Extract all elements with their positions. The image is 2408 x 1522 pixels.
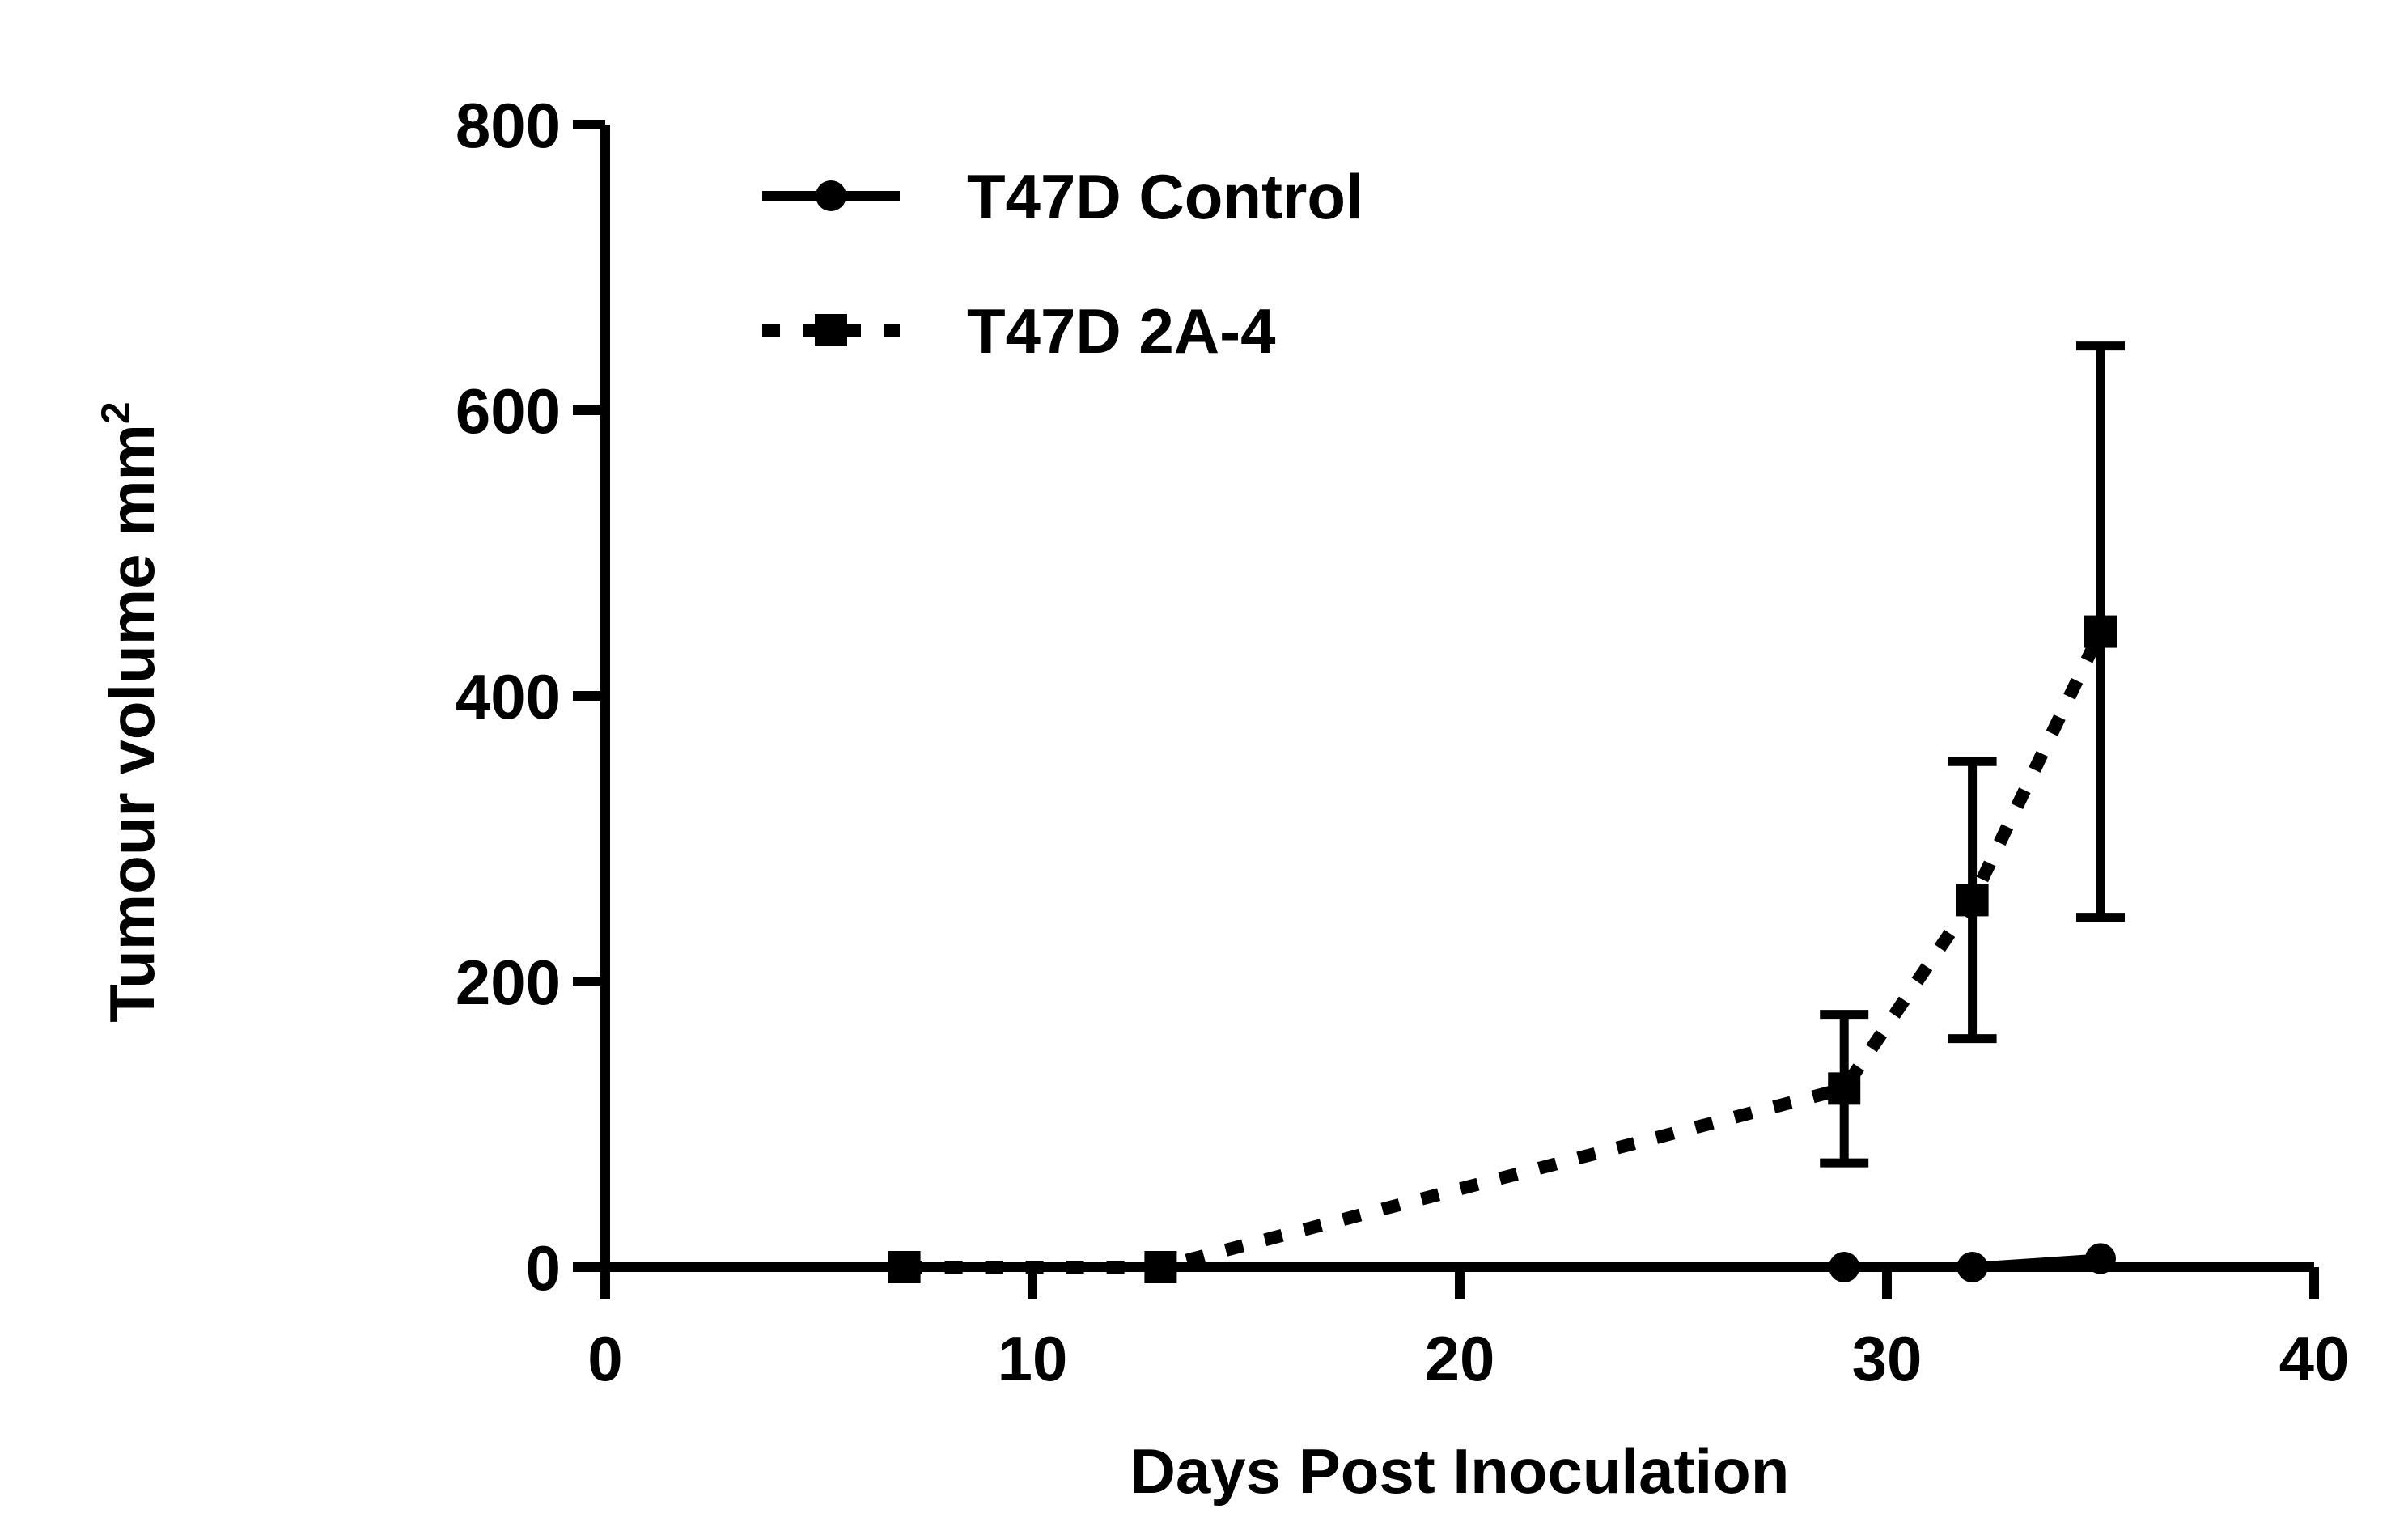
y-axis-title-superscript: 2 bbox=[93, 401, 138, 424]
legend: T47D Control T47D 2A-4 bbox=[762, 161, 1363, 367]
y-tick-label: 600 bbox=[456, 375, 561, 447]
legend-point bbox=[816, 180, 846, 211]
legend-label: T47D Control bbox=[967, 161, 1363, 232]
series-1-point bbox=[1956, 884, 1989, 917]
y-tick-label: 400 bbox=[456, 661, 561, 732]
series-line bbox=[904, 629, 2107, 1274]
x-tick-label: 30 bbox=[1852, 1323, 1923, 1394]
series-layer bbox=[888, 341, 2125, 1283]
x-tick-label: 40 bbox=[2279, 1323, 2350, 1394]
x-tick-label: 10 bbox=[998, 1323, 1068, 1394]
y-axis-title: Tumour volume mm2 bbox=[93, 401, 167, 1022]
y-tick-label: 800 bbox=[456, 90, 561, 161]
series-1-point bbox=[2084, 615, 2117, 648]
series-1 bbox=[888, 341, 2125, 1283]
x-tick-label: 20 bbox=[1425, 1323, 1495, 1394]
legend-label: T47D 2A-4 bbox=[967, 295, 1275, 367]
series-1-point bbox=[888, 1251, 921, 1283]
x-tick-label: 0 bbox=[587, 1323, 622, 1394]
axes bbox=[600, 125, 2314, 1272]
series-0-point bbox=[2085, 1243, 2116, 1274]
legend-point bbox=[815, 314, 847, 346]
x-axis-title: Days Post Inoculation bbox=[1130, 1435, 1790, 1507]
y-axis-title-main: Tumour volume mm bbox=[96, 424, 167, 1023]
series-0-point bbox=[1829, 1252, 1860, 1282]
series-0-point bbox=[1956, 1252, 1988, 1282]
y-tick-label: 0 bbox=[526, 1232, 561, 1304]
legend-item-1: T47D 2A-4 bbox=[762, 295, 1275, 367]
legend-item-0: T47D Control bbox=[762, 161, 1363, 232]
y-tick-label: 200 bbox=[456, 947, 561, 1018]
series-1-point bbox=[1144, 1251, 1177, 1283]
series-1-point bbox=[1828, 1072, 1861, 1105]
